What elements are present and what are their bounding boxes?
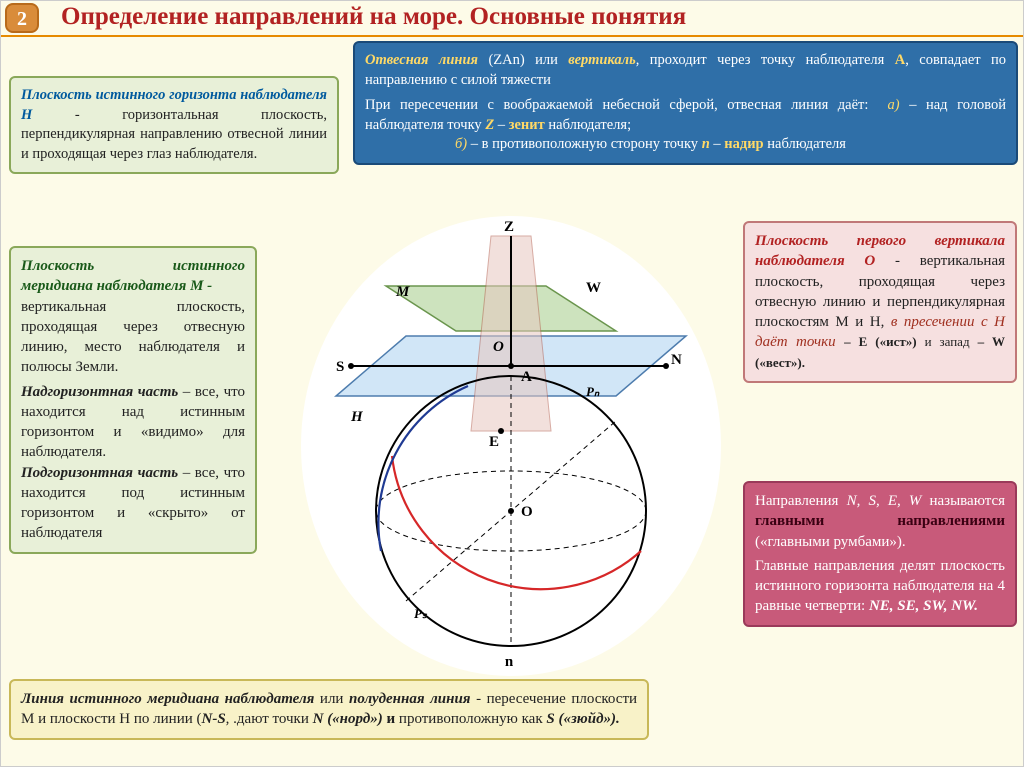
para: Надгоризонтная часть – все, что находитс…	[21, 382, 245, 463]
txt: противоположную как	[399, 711, 546, 727]
para: Главные направления делят плоскость исти…	[755, 556, 1005, 617]
txt: а)	[888, 97, 900, 113]
term: зенит	[509, 117, 545, 133]
txt: –	[498, 117, 505, 133]
txt: б)	[455, 136, 467, 152]
term: Отвесная линия	[365, 52, 478, 68]
definition-horizon-plane: Плоскость истинного горизонта наблюдател…	[9, 76, 339, 174]
text-line: б) – в противоположную сторону точку n –…	[365, 135, 1006, 155]
lbl-Z: Z	[504, 219, 514, 235]
term: Подгоризонтная часть	[21, 465, 178, 481]
lbl-N: N	[671, 352, 682, 368]
txt: S («зюйд»).	[546, 711, 619, 727]
txt: наблюдателя	[767, 136, 846, 152]
text-line: При пересечении с воображаемой небесной …	[365, 96, 1006, 135]
lbl-Osmall: O	[493, 339, 504, 355]
lbl-S: S	[336, 359, 344, 375]
txt: наблюдателя;	[548, 117, 631, 133]
term: полуденная линия	[349, 691, 471, 707]
term: Надгоризонтная часть	[21, 384, 178, 400]
txt: Направления	[755, 493, 838, 509]
definition-vertical-line: Отвесная линия (ZAn) или вертикаль, прох…	[353, 41, 1018, 165]
txt: – Е («ист»)	[844, 334, 916, 349]
txt: и	[383, 711, 399, 727]
txt: – в противоположную сторону точку	[471, 136, 698, 152]
lbl-Ocenter: O	[521, 504, 533, 520]
txt: А	[895, 52, 905, 68]
txt: называются	[929, 493, 1005, 509]
txt: N, S, E, W	[847, 493, 922, 509]
term: Линия истинного меридиана наблюдателя	[21, 691, 314, 707]
txt: N («норд»)	[313, 711, 383, 727]
lbl-W: W	[586, 280, 601, 296]
text-line: Отвесная линия (ZAn) или вертикаль, прох…	[365, 51, 1006, 90]
txt: вертикальная плоскость, проходящая через…	[21, 299, 245, 376]
lbl-E: E	[489, 434, 499, 450]
term: Плоскость истинного меридиана наблюдател…	[21, 258, 245, 294]
txt: При пересечении с воображаемой небесной …	[365, 97, 868, 113]
term: n	[702, 136, 710, 152]
lbl-M: M	[395, 284, 410, 300]
para: Плоскость истинного меридиана наблюдател…	[21, 256, 245, 378]
lbl-H: H	[350, 409, 364, 425]
definition-main-directions: Направления N, S, E, W называются главны…	[743, 481, 1017, 627]
celestial-sphere-diagram: Z n N S E W M H O A O Pₙ Pₛ	[296, 196, 726, 676]
txt: NE, SE, SW, NW.	[869, 598, 978, 614]
txt: –	[713, 136, 720, 152]
txt: («главными румбами»).	[755, 534, 906, 550]
slide-title: Определение направлений на море. Основны…	[61, 3, 686, 31]
txt: - горизонтальная плоскость, перпендикуля…	[21, 107, 327, 162]
lbl-Ps: Pₛ	[414, 606, 428, 621]
txt: или	[535, 52, 558, 68]
lbl-n: n	[505, 654, 514, 670]
txt: , .дают точки	[226, 711, 313, 727]
definition-first-vertical: Плоскость первого вертикала наблюдателя …	[743, 221, 1017, 383]
term: главными направлениями	[755, 513, 1005, 529]
term: надир	[724, 136, 763, 152]
slide-header: 2 Определение направлений на море. Основ…	[1, 1, 1023, 37]
definition-meridian-plane: Плоскость истинного меридиана наблюдател…	[9, 246, 257, 554]
txt: , проходит через точку наблюдателя	[636, 52, 885, 68]
txt: и запад	[925, 334, 970, 349]
txt: (ZAn)	[488, 52, 524, 68]
para: Подгоризонтная часть – все, что находитс…	[21, 463, 245, 544]
definition-meridian-line: Линия истинного меридиана наблюдателя ил…	[9, 679, 649, 740]
term: вертикаль	[568, 52, 635, 68]
term: Z	[485, 117, 494, 133]
lbl-Pn: Pₙ	[586, 384, 600, 399]
txt: или	[320, 691, 344, 707]
lbl-A: A	[521, 369, 532, 385]
txt: N-S	[202, 711, 226, 727]
slide-number-badge: 2	[5, 3, 39, 33]
para: Направления N, S, E, W называются главны…	[755, 491, 1005, 552]
